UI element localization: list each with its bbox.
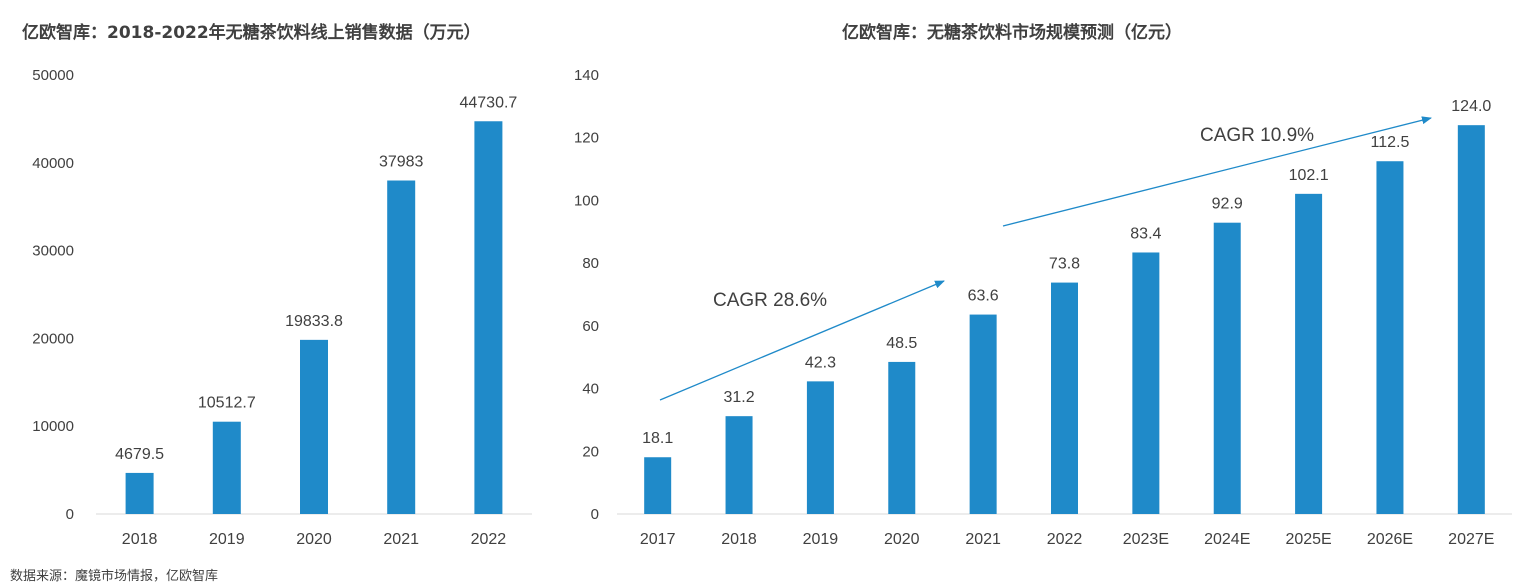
bar-value-label: 42.3 [805, 354, 836, 371]
bar-value-label: 4679.5 [115, 446, 164, 463]
left-bar-chart: 0 10000 20000 30000 40000 50000 4679.5 2018 1051… [32, 67, 532, 548]
bar [387, 180, 416, 514]
y-tick-label: 30000 [32, 243, 74, 260]
bar [1213, 222, 1241, 514]
bar [1376, 161, 1404, 514]
category-label: 2023E [1123, 531, 1169, 548]
bar [644, 457, 672, 514]
y-tick-label: 140 [574, 67, 599, 84]
category-label: 2020 [884, 531, 920, 548]
y-tick-label: 100 [574, 192, 599, 209]
category-label: 2026E [1367, 531, 1413, 548]
category-label: 2018 [721, 531, 757, 548]
y-tick-label: 80 [582, 255, 599, 272]
bar-value-label: 92.9 [1212, 196, 1243, 213]
category-label: 2019 [803, 531, 839, 548]
right-chart-title: 亿欧智库：无糖茶饮料市场规模预测（亿元） [842, 23, 1182, 43]
right-bar-chart: 0 20 40 60 80 100 120 140 18.1 2017 31.2 2018 42.3 20… [574, 67, 1512, 548]
category-label: 2024E [1204, 531, 1250, 548]
cagr-annotation: CAGR 10.9% [1200, 125, 1314, 146]
category-label: 2022 [1047, 531, 1083, 548]
bar-value-label: 10512.7 [198, 395, 256, 412]
category-label: 2022 [471, 531, 507, 548]
category-label: 2020 [296, 531, 332, 548]
bar-value-label: 18.1 [642, 430, 673, 447]
y-tick-label: 40 [582, 381, 599, 398]
category-label: 2021 [383, 531, 419, 548]
bar [725, 416, 753, 514]
data-source-note: 数据来源：魔镜市场情报，亿欧智库 [10, 569, 219, 584]
bar [300, 339, 328, 514]
y-tick-label: 40000 [32, 155, 74, 172]
bar-value-label: 73.8 [1049, 256, 1080, 273]
y-tick-label: 10000 [32, 418, 74, 435]
y-tick-label: 0 [66, 506, 74, 523]
bar-value-label: 83.4 [1130, 225, 1161, 242]
bar [1051, 282, 1078, 514]
bar-value-label: 44730.7 [459, 94, 517, 111]
bar-value-label: 31.2 [723, 389, 754, 406]
bar [888, 361, 916, 514]
category-label: 2017 [640, 531, 676, 548]
category-label: 2025E [1285, 531, 1331, 548]
y-tick-label: 0 [591, 506, 599, 523]
bar-value-label: 112.5 [1371, 134, 1410, 151]
bar [1132, 252, 1160, 514]
bar-value-label: 37983 [379, 154, 424, 171]
y-tick-label: 20 [582, 443, 599, 460]
y-tick-label: 20000 [32, 330, 74, 347]
category-label: 2027E [1448, 531, 1494, 548]
category-label: 2021 [965, 531, 1001, 548]
bar [969, 314, 997, 514]
bar [806, 381, 834, 514]
cagr-arrow [659, 280, 945, 401]
bar [125, 472, 154, 514]
bar-value-label: 19833.8 [285, 313, 343, 330]
y-tick-label: 50000 [32, 67, 74, 84]
bar [212, 421, 241, 514]
bar [1295, 193, 1323, 514]
bar-value-label: 124.0 [1451, 98, 1491, 115]
y-tick-label: 120 [574, 130, 599, 147]
y-tick-label: 60 [582, 318, 599, 335]
left-chart-title: 亿欧智库：2018-2022年无糖茶饮料线上销售数据（万元） [22, 23, 481, 43]
bar-value-label: 63.6 [968, 288, 999, 305]
cagr-arrow [1002, 116, 1432, 227]
category-label: 2019 [209, 531, 245, 548]
bar-value-label: 102.1 [1289, 167, 1329, 184]
bar [474, 121, 503, 514]
cagr-annotation: CAGR 28.6% [713, 290, 827, 311]
bar [1457, 125, 1485, 515]
bar-value-label: 48.5 [886, 335, 917, 352]
category-label: 2018 [122, 531, 158, 548]
